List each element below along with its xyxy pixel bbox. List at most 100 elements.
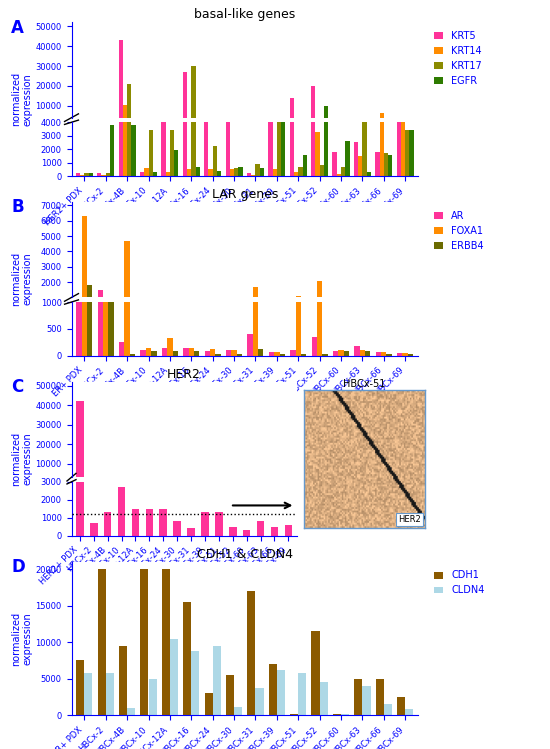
Bar: [124, 240, 130, 313]
Bar: [119, 309, 124, 313]
Bar: [255, 124, 260, 126]
Bar: [298, 166, 302, 176]
Bar: [110, 118, 114, 126]
Bar: [191, 0, 196, 176]
Bar: [409, 130, 414, 176]
Bar: [153, 172, 157, 176]
Bar: [127, 0, 131, 176]
Bar: [205, 312, 210, 313]
Bar: [257, 482, 265, 483]
Bar: [397, 697, 405, 715]
Bar: [173, 482, 181, 483]
Bar: [302, 122, 307, 126]
Bar: [344, 351, 349, 356]
Bar: [148, 679, 157, 715]
Bar: [269, 352, 274, 356]
Bar: [123, 35, 127, 176]
Bar: [232, 312, 236, 313]
Bar: [238, 166, 243, 176]
Bar: [226, 312, 232, 313]
Bar: [196, 166, 200, 176]
Bar: [379, 112, 384, 126]
Bar: [381, 312, 387, 313]
Bar: [341, 714, 349, 715]
Bar: [140, 312, 146, 313]
Bar: [140, 569, 148, 715]
Bar: [173, 312, 178, 313]
Bar: [295, 296, 301, 313]
Bar: [274, 352, 279, 356]
Bar: [104, 481, 112, 483]
Bar: [387, 354, 392, 356]
Bar: [345, 141, 350, 176]
Bar: [317, 281, 322, 313]
Bar: [384, 704, 392, 715]
Bar: [213, 121, 217, 126]
Bar: [204, 122, 208, 176]
Bar: [388, 122, 392, 126]
Bar: [362, 118, 367, 126]
Bar: [248, 334, 253, 356]
Bar: [284, 482, 292, 483]
Bar: [268, 122, 273, 176]
Text: D: D: [11, 558, 25, 576]
Text: normalized
expression: normalized expression: [11, 431, 33, 486]
Bar: [183, 72, 187, 126]
Bar: [290, 98, 294, 126]
Bar: [408, 354, 413, 356]
Bar: [144, 124, 148, 126]
Bar: [170, 130, 174, 176]
Legend: KRT5, KRT14, KRT17, EGFR: KRT5, KRT14, KRT17, EGFR: [430, 27, 486, 90]
Bar: [162, 311, 167, 313]
Bar: [375, 152, 379, 176]
Bar: [183, 311, 189, 313]
Bar: [118, 478, 125, 483]
Bar: [388, 154, 392, 176]
Bar: [251, 175, 255, 176]
Bar: [376, 352, 381, 356]
Bar: [208, 169, 213, 176]
Bar: [279, 354, 285, 356]
Bar: [384, 154, 388, 176]
Bar: [146, 311, 151, 313]
Bar: [258, 349, 263, 356]
Bar: [131, 480, 139, 483]
Bar: [277, 670, 285, 715]
Text: A: A: [11, 19, 24, 37]
Bar: [401, 118, 405, 126]
Bar: [333, 312, 338, 313]
Bar: [344, 312, 349, 313]
Bar: [273, 169, 277, 176]
Bar: [290, 714, 298, 715]
Bar: [338, 351, 344, 356]
Bar: [124, 103, 130, 356]
Bar: [173, 351, 178, 356]
Bar: [151, 312, 157, 313]
Bar: [277, 122, 281, 176]
Bar: [76, 173, 80, 176]
Bar: [337, 174, 341, 176]
Bar: [238, 124, 243, 126]
Title: HBCx-51: HBCx-51: [343, 379, 386, 389]
Bar: [302, 154, 307, 176]
Title: CDH1 & CLDN4: CDH1 & CLDN4: [197, 548, 293, 560]
Bar: [295, 297, 301, 356]
Bar: [284, 525, 292, 536]
Bar: [354, 679, 362, 715]
Bar: [341, 166, 345, 176]
Bar: [183, 602, 191, 715]
Title: HER2: HER2: [167, 368, 201, 380]
Bar: [196, 124, 200, 126]
Bar: [365, 312, 370, 313]
Bar: [234, 168, 238, 176]
Bar: [320, 124, 324, 126]
Bar: [90, 482, 97, 483]
Text: HER2: HER2: [398, 515, 421, 524]
Bar: [255, 688, 263, 715]
Bar: [103, 302, 108, 356]
Bar: [213, 646, 221, 715]
Bar: [281, 118, 285, 126]
Text: normalized
expression: normalized expression: [11, 72, 33, 127]
Bar: [131, 125, 136, 176]
Bar: [354, 121, 358, 126]
